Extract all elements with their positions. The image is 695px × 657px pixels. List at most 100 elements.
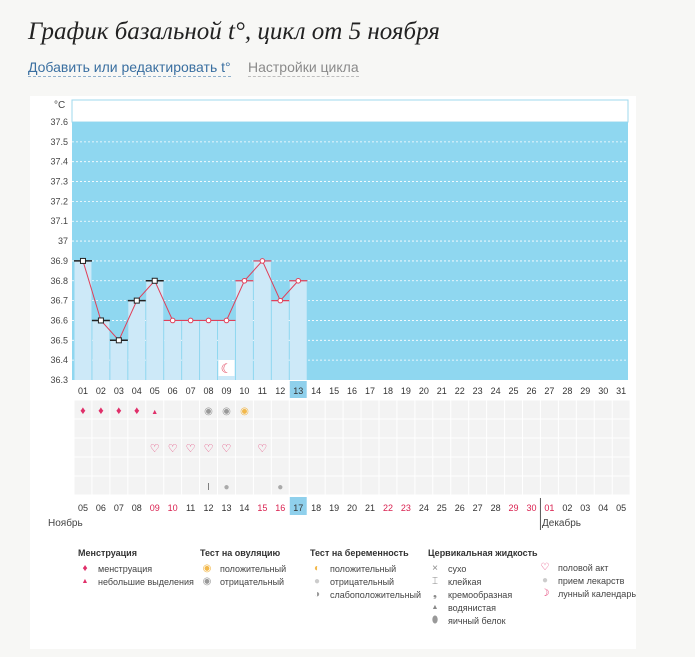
symptom-cell[interactable] <box>523 400 540 419</box>
symptom-cell[interactable] <box>594 400 612 419</box>
symptom-cell[interactable] <box>576 419 594 438</box>
symptom-cell[interactable] <box>74 457 92 476</box>
symptom-cell[interactable] <box>110 438 128 457</box>
cycle-day-label[interactable]: 27 <box>544 386 554 396</box>
temperature-point[interactable] <box>187 317 194 324</box>
symptom-cell[interactable] <box>379 457 397 476</box>
temperature-point[interactable] <box>295 277 302 284</box>
cycle-day-label[interactable]: 30 <box>598 386 608 396</box>
symptom-cell[interactable] <box>576 438 594 457</box>
symptom-cell[interactable] <box>92 419 110 438</box>
symptom-cell[interactable] <box>146 438 164 457</box>
symptom-cell[interactable] <box>558 476 576 495</box>
symptom-cell[interactable] <box>361 419 379 438</box>
cycle-day-label[interactable]: 29 <box>580 386 590 396</box>
symptom-cell[interactable] <box>505 400 522 419</box>
symptom-cell[interactable] <box>397 476 415 495</box>
symptom-cell[interactable] <box>92 400 110 419</box>
add-edit-temperature-link[interactable]: Добавить или редактировать t° <box>28 59 231 77</box>
symptom-cell[interactable] <box>146 476 164 495</box>
symptom-cell[interactable] <box>200 457 218 476</box>
symptom-cell[interactable] <box>469 400 487 419</box>
symptom-cell[interactable] <box>540 457 558 476</box>
symptom-cell[interactable] <box>146 419 164 438</box>
symptom-cell[interactable] <box>612 438 630 457</box>
symptom-cell[interactable] <box>235 438 253 457</box>
symptom-cell[interactable] <box>182 400 200 419</box>
symptom-cell[interactable] <box>523 419 540 438</box>
symptom-cell[interactable] <box>558 400 576 419</box>
symptom-cell[interactable] <box>182 476 200 495</box>
symptom-cell[interactable] <box>325 419 343 438</box>
symptom-cell[interactable] <box>487 438 505 457</box>
symptom-cell[interactable] <box>612 419 630 438</box>
cycle-day-label[interactable]: 13 <box>293 386 303 396</box>
symptom-cell[interactable] <box>235 476 253 495</box>
symptom-cell[interactable] <box>128 438 146 457</box>
symptom-cell[interactable] <box>325 457 343 476</box>
symptom-cell[interactable] <box>200 419 218 438</box>
cycle-day-label[interactable]: 20 <box>419 386 429 396</box>
cycle-day-label[interactable]: 18 <box>383 386 393 396</box>
symptom-cell[interactable] <box>164 457 182 476</box>
symptom-cell[interactable] <box>361 476 379 495</box>
symptom-cell[interactable] <box>92 438 110 457</box>
symptom-cell[interactable] <box>289 419 307 438</box>
symptom-cell[interactable] <box>235 400 253 419</box>
symptom-cell[interactable] <box>433 476 451 495</box>
symptom-cell[interactable] <box>182 457 200 476</box>
symptom-cell[interactable] <box>128 400 146 419</box>
symptom-cell[interactable] <box>271 400 289 419</box>
symptom-cell[interactable] <box>218 438 235 457</box>
symptom-cell[interactable] <box>469 419 487 438</box>
symptom-cell[interactable] <box>558 438 576 457</box>
symptom-cell[interactable] <box>540 438 558 457</box>
symptom-cell[interactable] <box>505 457 522 476</box>
symptom-cell[interactable] <box>487 419 505 438</box>
symptom-cell[interactable] <box>415 419 433 438</box>
symptom-cell[interactable] <box>379 476 397 495</box>
symptom-cell[interactable] <box>307 438 325 457</box>
symptom-cell[interactable] <box>164 419 182 438</box>
symptom-cell[interactable] <box>612 457 630 476</box>
cycle-settings-link[interactable]: Настройки цикла <box>248 59 359 77</box>
symptom-cell[interactable] <box>164 400 182 419</box>
symptom-cell[interactable] <box>289 457 307 476</box>
cycle-day-label[interactable]: 16 <box>347 386 357 396</box>
symptom-cell[interactable] <box>594 476 612 495</box>
symptom-cell[interactable] <box>523 438 540 457</box>
symptom-cell[interactable] <box>558 457 576 476</box>
symptom-cell[interactable] <box>74 438 92 457</box>
symptom-cell[interactable] <box>164 476 182 495</box>
temperature-point[interactable] <box>277 297 284 304</box>
symptom-cell[interactable] <box>451 476 469 495</box>
symptom-cell[interactable] <box>146 400 164 419</box>
symptom-cell[interactable] <box>469 457 487 476</box>
symptom-cell[interactable] <box>271 476 289 495</box>
symptom-cell[interactable] <box>397 419 415 438</box>
symptom-cell[interactable] <box>343 438 361 457</box>
cycle-day-label[interactable]: 03 <box>114 386 124 396</box>
symptom-cell[interactable] <box>289 476 307 495</box>
temperature-point[interactable] <box>241 277 248 284</box>
symptom-cell[interactable] <box>289 438 307 457</box>
symptom-cell[interactable] <box>253 419 271 438</box>
symptom-cell[interactable] <box>253 400 271 419</box>
symptom-cell[interactable] <box>325 400 343 419</box>
symptom-cell[interactable] <box>379 438 397 457</box>
symptom-cell[interactable] <box>289 400 307 419</box>
symptom-cell[interactable] <box>110 400 128 419</box>
symptom-cell[interactable] <box>540 419 558 438</box>
symptom-cell[interactable] <box>558 419 576 438</box>
symptom-cell[interactable] <box>253 438 271 457</box>
symptom-cell[interactable] <box>307 400 325 419</box>
symptom-cell[interactable] <box>451 419 469 438</box>
symptom-cell[interactable] <box>451 400 469 419</box>
symptom-cell[interactable] <box>92 476 110 495</box>
symptom-cell[interactable] <box>182 438 200 457</box>
symptom-cell[interactable] <box>415 476 433 495</box>
symptom-cell[interactable] <box>576 476 594 495</box>
symptom-cell[interactable] <box>307 419 325 438</box>
cycle-day-label[interactable]: 25 <box>509 386 519 396</box>
symptom-cell[interactable] <box>343 457 361 476</box>
